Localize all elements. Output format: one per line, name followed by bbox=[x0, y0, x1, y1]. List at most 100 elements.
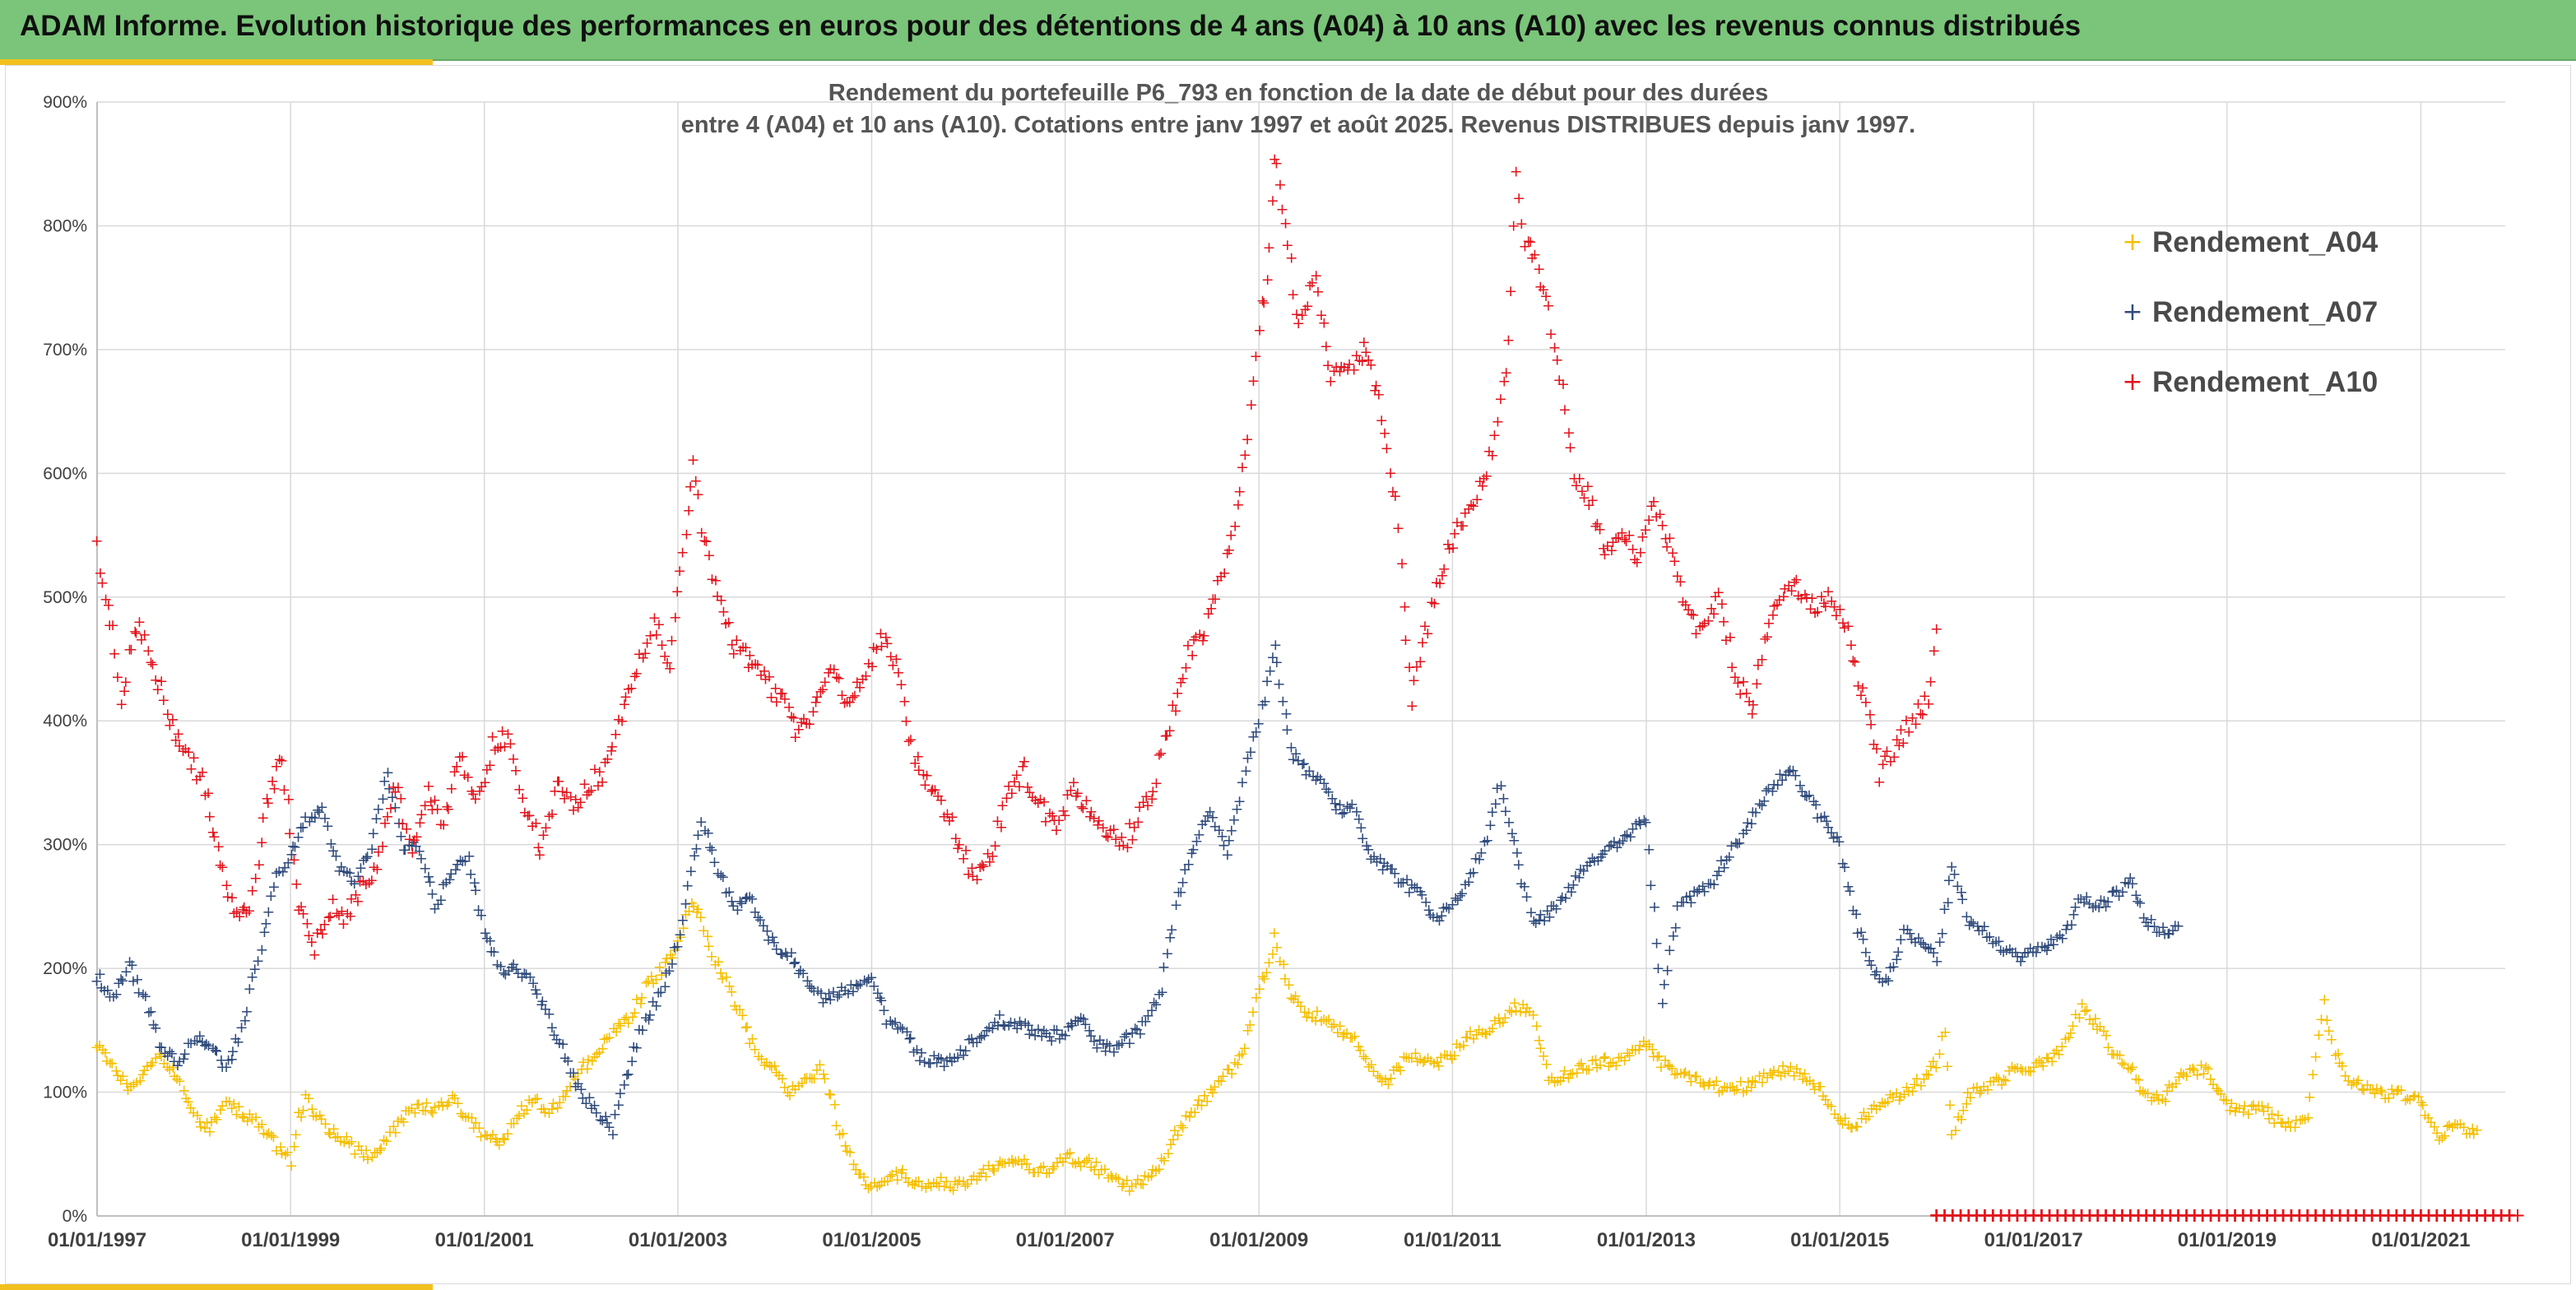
data-point: + bbox=[1353, 1041, 1367, 1059]
data-point: + bbox=[618, 1010, 631, 1028]
data-point: + bbox=[1873, 773, 1886, 791]
data-point: + bbox=[582, 1051, 595, 1069]
data-point: + bbox=[614, 1017, 627, 1035]
data-point: + bbox=[275, 1144, 288, 1162]
data-point: + bbox=[1373, 1069, 1386, 1087]
data-point: + bbox=[128, 1075, 141, 1093]
data-point: + bbox=[1032, 1163, 1045, 1181]
data-point: + bbox=[630, 1038, 643, 1056]
data-point: + bbox=[1621, 1044, 1634, 1062]
data-point: + bbox=[653, 958, 666, 977]
data-point: + bbox=[378, 1130, 391, 1148]
data-series: ++++++++++++++++++++++++++++++++++++++++… bbox=[90, 150, 2526, 1227]
data-point: + bbox=[351, 892, 364, 910]
data-point: + bbox=[1512, 856, 1525, 874]
data-point: + bbox=[454, 1104, 467, 1122]
data-point: + bbox=[133, 1072, 146, 1090]
data-point: + bbox=[895, 675, 908, 694]
data-point: + bbox=[1548, 1073, 1562, 1091]
data-point: + bbox=[216, 858, 229, 876]
data-point: + bbox=[1381, 1075, 1395, 1093]
data-point: + bbox=[870, 1178, 884, 1196]
x-tick-label: 01/01/1999 bbox=[241, 1229, 340, 1251]
y-tick-label: 200% bbox=[43, 959, 87, 978]
data-point: + bbox=[944, 1179, 957, 1197]
data-point: + bbox=[119, 673, 132, 691]
data-point: + bbox=[187, 1104, 200, 1122]
data-point: + bbox=[982, 1157, 996, 1175]
data-point: + bbox=[1673, 573, 1687, 591]
data-point: + bbox=[442, 1093, 455, 1111]
data-point: + bbox=[1448, 1046, 1461, 1065]
data-point: + bbox=[394, 789, 407, 807]
data-point: + bbox=[1580, 1060, 1593, 1079]
data-point: + bbox=[768, 1056, 782, 1074]
data-point: + bbox=[971, 1171, 984, 1189]
data-point: + bbox=[783, 1086, 796, 1104]
data-point: + bbox=[805, 1070, 819, 1088]
data-point: + bbox=[1225, 1065, 1238, 1083]
data-point: + bbox=[1924, 673, 1938, 691]
data-point: + bbox=[957, 1172, 970, 1190]
data-point: + bbox=[1163, 722, 1177, 740]
data-point: + bbox=[2303, 1088, 2316, 1107]
data-point: + bbox=[513, 1107, 526, 1125]
data-point: + bbox=[1418, 1051, 1432, 1070]
data-point: + bbox=[253, 1117, 266, 1135]
x-tick-label: 01/01/1997 bbox=[48, 1229, 146, 1251]
data-point: + bbox=[1399, 631, 1413, 649]
data-point: + bbox=[817, 1065, 830, 1083]
data-point: + bbox=[290, 875, 303, 893]
y-tick-label: 900% bbox=[43, 93, 87, 112]
data-point: + bbox=[1365, 1056, 1378, 1074]
banner-title: ADAM Informe. Evolution historique des p… bbox=[20, 10, 2082, 42]
data-point: + bbox=[1090, 1153, 1103, 1172]
data-point: + bbox=[1331, 1023, 1344, 1042]
data-point: + bbox=[628, 1004, 641, 1022]
data-point: + bbox=[1268, 924, 1281, 942]
data-point: + bbox=[682, 502, 695, 520]
data-point: + bbox=[1850, 905, 1863, 923]
data-point: + bbox=[680, 526, 694, 544]
data-point: + bbox=[596, 773, 609, 791]
data-point: + bbox=[610, 1023, 623, 1041]
data-point: + bbox=[405, 1099, 418, 1117]
data-point: + bbox=[1413, 652, 1427, 671]
data-point: + bbox=[1156, 983, 1169, 1001]
data-point: + bbox=[682, 902, 695, 920]
data-point: + bbox=[1841, 617, 1854, 635]
data-point: + bbox=[1438, 1046, 1451, 1064]
data-point: + bbox=[687, 897, 700, 915]
data-point: + bbox=[1394, 1061, 1407, 1079]
data-point: + bbox=[1168, 1121, 1181, 1139]
data-point: + bbox=[155, 672, 168, 690]
data-point: + bbox=[836, 1125, 849, 1143]
data-point: + bbox=[714, 963, 727, 981]
data-point: + bbox=[1241, 430, 1254, 448]
legend-label-a04: Rendement_A04 bbox=[2152, 226, 2379, 258]
title-banner: ADAM Informe. Evolution historique des p… bbox=[0, 0, 2576, 61]
data-point: + bbox=[1123, 1182, 1136, 1200]
data-point: + bbox=[953, 1172, 966, 1190]
data-point: + bbox=[740, 1018, 754, 1036]
data-point: + bbox=[489, 1130, 502, 1148]
data-point: + bbox=[93, 1037, 106, 1055]
data-point: + bbox=[1084, 1158, 1098, 1176]
data-point: + bbox=[659, 954, 672, 972]
data-point: + bbox=[1480, 467, 1493, 485]
data-point: + bbox=[1116, 1177, 1129, 1195]
data-point: + bbox=[873, 1176, 886, 1194]
data-point: + bbox=[967, 1167, 980, 1186]
data-point: + bbox=[1492, 413, 1505, 431]
data-point: + bbox=[1586, 491, 1599, 509]
data-point: + bbox=[1537, 1047, 1550, 1065]
data-point: + bbox=[1864, 716, 1877, 734]
data-point: + bbox=[1098, 1160, 1112, 1178]
data-point: + bbox=[690, 903, 703, 921]
data-point: + bbox=[1169, 702, 1182, 720]
data-point: + bbox=[302, 1089, 315, 1107]
data-point: + bbox=[153, 1045, 166, 1063]
data-point: + bbox=[539, 1103, 552, 1121]
data-point: + bbox=[343, 1135, 356, 1153]
data-point: + bbox=[283, 824, 296, 842]
